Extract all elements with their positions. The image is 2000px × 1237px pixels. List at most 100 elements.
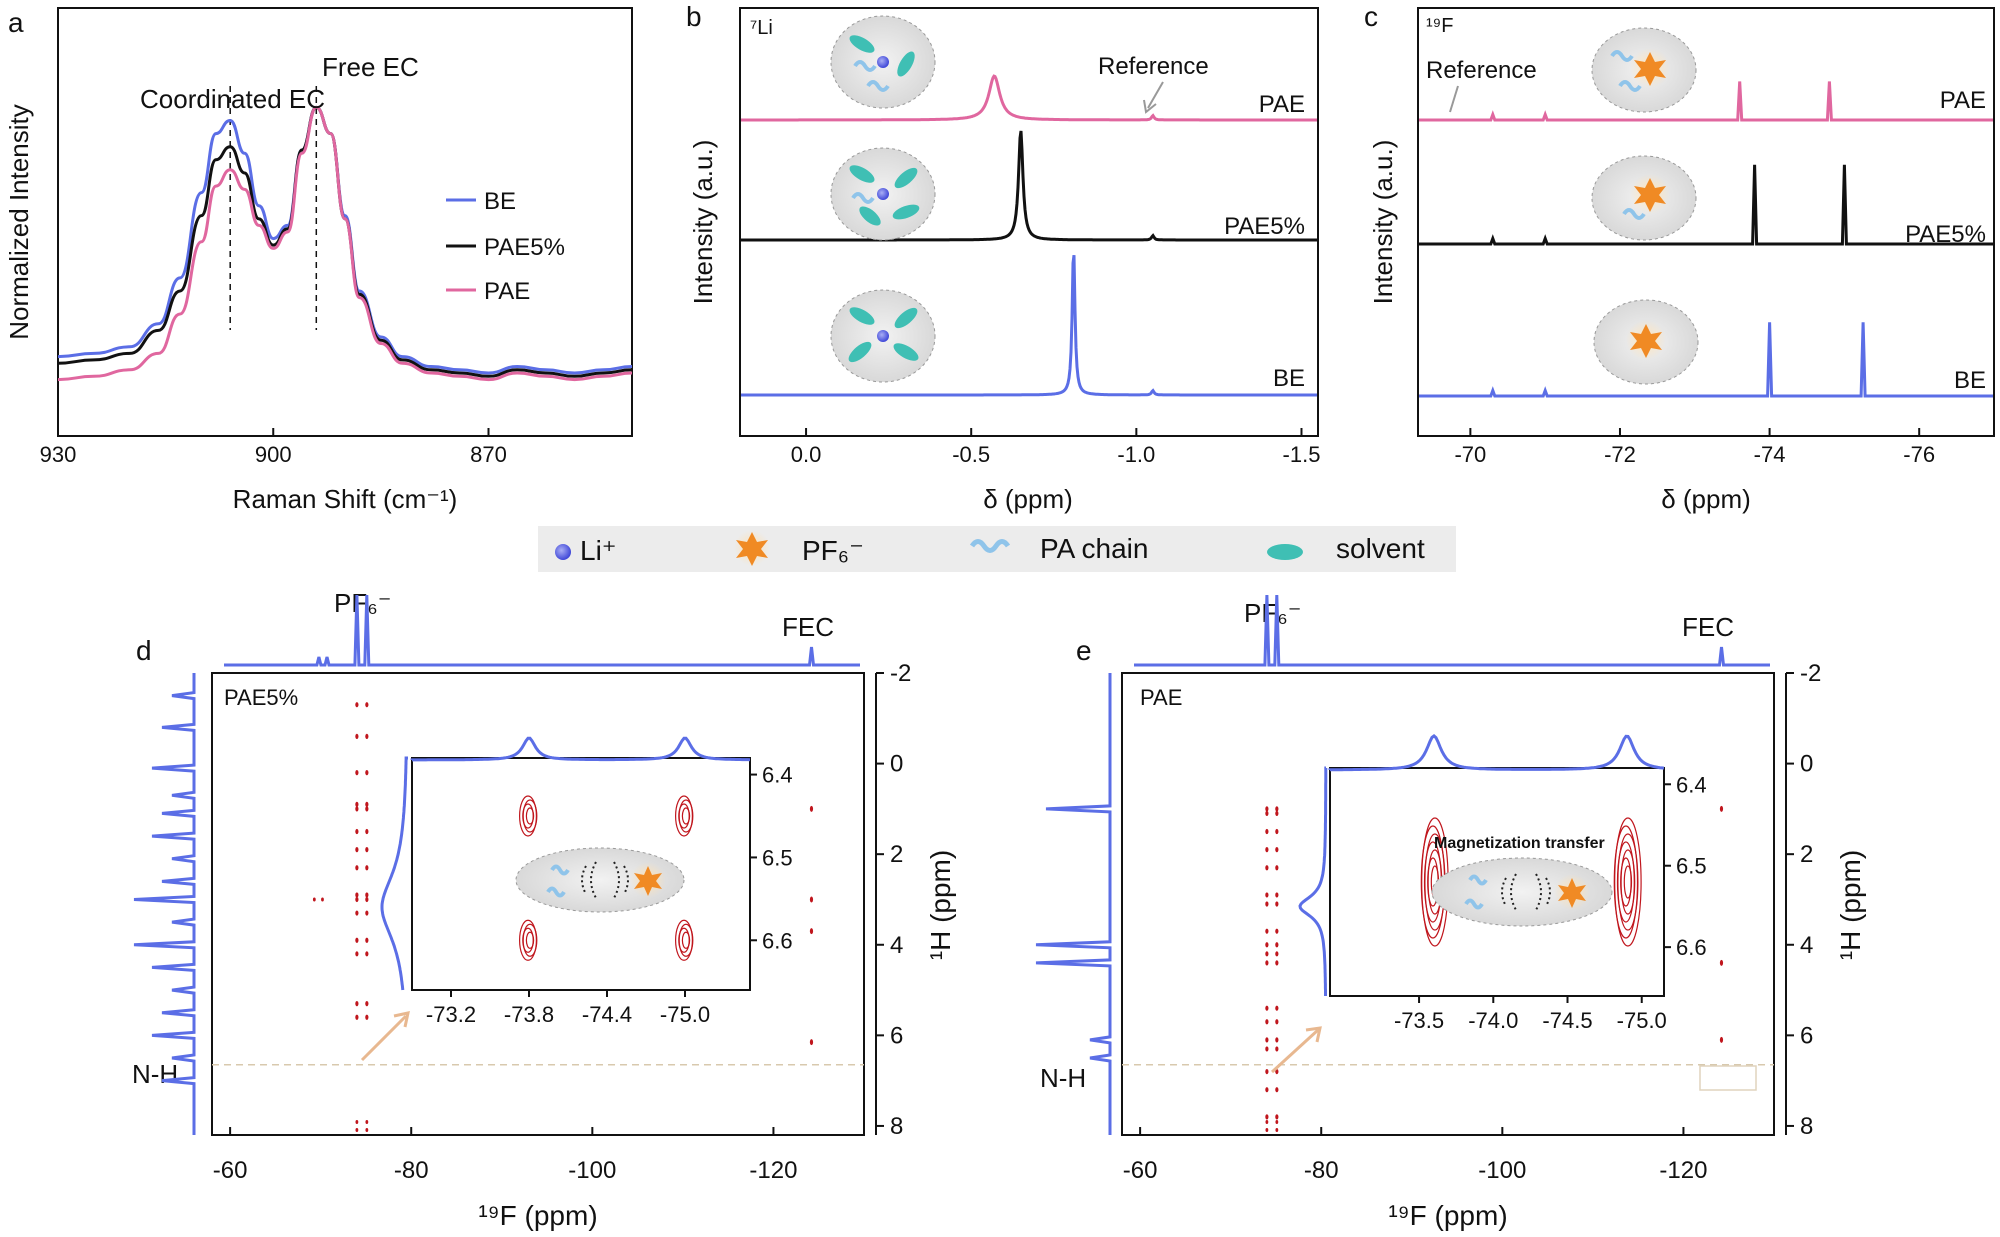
cross-peak-d (355, 847, 359, 853)
cross-peak-e (1275, 942, 1279, 948)
inset-y-tick-label-e: 6.4 (1676, 772, 1707, 797)
cross-peak-d (365, 1120, 369, 1124)
inset-y-tick-label-d: 6.5 (762, 845, 793, 870)
peak-marker-lines-a (229, 86, 318, 330)
plot-frame-b (739, 7, 1319, 437)
fec-cross-peak-d (809, 1039, 814, 1046)
cross-peak-d (355, 865, 359, 871)
cross-peak-d (365, 896, 369, 903)
cross-peak-d (365, 865, 369, 871)
cross-peak-d (365, 770, 369, 776)
inset-x-tick-label-d: -75.0 (660, 1002, 710, 1027)
h-projection-e (1035, 673, 1112, 1135)
inset-contour-d (518, 795, 537, 837)
pa-chain-icon (969, 539, 1011, 553)
cross-peak-e (1265, 1037, 1269, 1043)
x-tick-label-d: -120 (749, 1157, 797, 1184)
cross-peak-e (1275, 1019, 1279, 1025)
inset-x-tick-label-d: -73.8 (504, 1002, 554, 1027)
y-axis-label-c: Intensity (a.u.) (1368, 140, 1398, 305)
zoom-arrowhead-e (1305, 1026, 1322, 1043)
panel-d: d PAE5% PF₆⁻ FEC N-H ¹⁹F (ppm) ¹H (ppm) … (132, 588, 956, 1231)
solvation-cartoon-c-pae (1591, 27, 1697, 113)
pf6-label-e: PF₆⁻ (1244, 598, 1301, 628)
x-tick-label-b: -0.5 (952, 442, 990, 467)
x-tick-label-c: -70 (1454, 442, 1486, 467)
legend-bar-label-solvent: solvent (1336, 533, 1425, 564)
x-tick-label-b: 0.0 (791, 442, 822, 467)
cross-peak-e (1265, 960, 1269, 966)
cross-peak-e (1265, 847, 1269, 853)
series-line-b-be (741, 255, 1317, 397)
x-axis-label-e: ¹⁹F (ppm) (1388, 1200, 1507, 1231)
cross-peak-e (1275, 810, 1279, 817)
nucleus-label-b: ⁷Li (750, 17, 773, 39)
trace-label-b-pae: PAE (1259, 91, 1305, 118)
magnetization-transfer-label: Magnetization transfer (1434, 835, 1605, 852)
cross-peak-e (1265, 1046, 1269, 1052)
trace-label-b-be: BE (1273, 365, 1305, 392)
cross-peak-d (355, 801, 359, 807)
species-legend-bar: Li⁺ PF₆⁻ PA chain solvent (538, 526, 1456, 572)
cross-peak-d (365, 806, 369, 812)
cross-peak-e (1265, 1128, 1269, 1132)
legend-label-pae: PAE (484, 278, 530, 305)
x-tick-label-b: -1.5 (1283, 442, 1321, 467)
solvation-cartoon-b-be (830, 289, 936, 383)
cross-peak-d (355, 770, 359, 776)
y-tick-label-d: 2 (890, 841, 903, 868)
cross-peak-e (1265, 1114, 1269, 1120)
legend-label-be: BE (484, 188, 516, 215)
cross-peak-e (1265, 901, 1269, 907)
pf6-label-d: PF₆⁻ (334, 588, 391, 618)
solvation-cartoon-c-pae5 (1591, 155, 1697, 241)
inset-x-tick-label-d: -73.2 (426, 1002, 476, 1027)
cross-peak-d (365, 1128, 369, 1132)
fec-cross-peak-d (809, 896, 814, 903)
cross-peak-e (1275, 1046, 1279, 1052)
y-axis-label-b: Intensity (a.u.) (688, 140, 718, 305)
panel-e-data: -60 -80 -100 -120 -2 0 2 4 6 8 (1035, 594, 1821, 1184)
inset-x-tick-label-e: -74.5 (1542, 1008, 1592, 1033)
cross-peak-e (1265, 892, 1269, 898)
y-tick-label-d: 8 (890, 1113, 903, 1140)
cross-peak-d (355, 937, 359, 943)
series-line-b-pae5 (741, 130, 1317, 242)
y-tick-label-e: 6 (1800, 1022, 1813, 1049)
cross-peak-e (1265, 1068, 1269, 1075)
series-line-b-pae (741, 74, 1317, 122)
series-line-c-be (1419, 322, 1993, 398)
fec-cross-peak-d (809, 928, 814, 935)
cross-peak-e (1265, 810, 1269, 817)
inset-y-tick-label-d: 6.6 (762, 928, 793, 953)
cross-peak-e (1265, 865, 1269, 871)
cross-peak-d (355, 1001, 359, 1007)
panel-letter-d: d (136, 635, 152, 666)
cross-peak-d (355, 828, 359, 835)
inset-y-tick-label-e: 6.5 (1676, 854, 1707, 879)
inset-contour-d (518, 919, 537, 961)
y-tick-label-e: 0 (1800, 751, 1813, 778)
f-projection-d (224, 594, 860, 667)
x-tick-label-d: -80 (394, 1157, 429, 1184)
annotation-coordinated-ec: Coordinated EC (140, 84, 325, 114)
inset-contour-e (1614, 817, 1642, 947)
solvation-cartoon-b-pae (830, 15, 936, 109)
x-tick-label-c: -76 (1903, 442, 1935, 467)
y-tick-label-d: 0 (890, 751, 903, 778)
x-axis-ticks-b: 0.0 -0.5 -1.0 -1.5 (791, 428, 1321, 467)
plot-frame-d (211, 672, 865, 1136)
cross-peak-d (355, 1014, 359, 1020)
inset-x-tick-label-e: -74.0 (1468, 1008, 1518, 1033)
plot-frame-a (57, 7, 633, 437)
inset-contour-d (674, 919, 693, 961)
legend-bar-label-li: Li⁺ (580, 535, 617, 566)
inset-x-tick-label-e: -73.5 (1394, 1008, 1444, 1033)
y-tick-label-d: 6 (890, 1022, 903, 1049)
solvent-icon (1267, 544, 1303, 560)
cross-peak-d (365, 847, 369, 853)
x-tick-label-d: -60 (213, 1157, 248, 1184)
cross-peak-e (1265, 828, 1269, 835)
cross-peak-e (1265, 1019, 1269, 1025)
cross-peak-d (355, 702, 359, 708)
